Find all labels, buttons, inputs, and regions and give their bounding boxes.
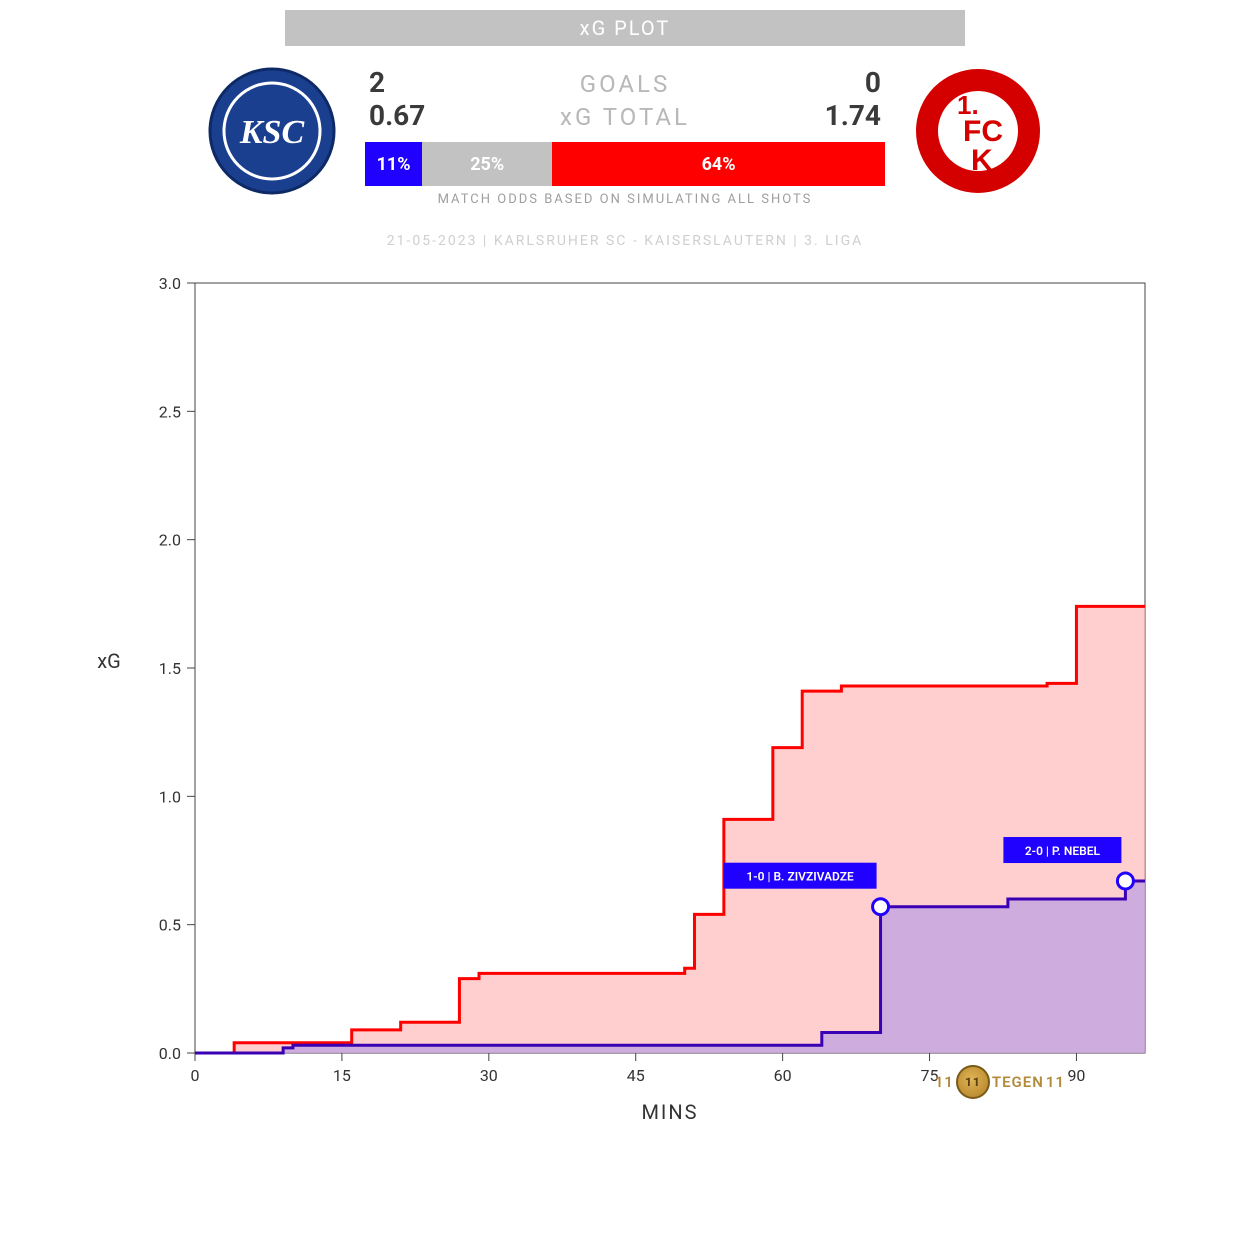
away-badge: 1. FC K — [913, 66, 1043, 196]
svg-text:1-0 | B. ZIVZIVADZE: 1-0 | B. ZIVZIVADZE — [746, 870, 854, 884]
odds-segment: 25% — [422, 142, 552, 186]
svg-text:60: 60 — [774, 1066, 792, 1085]
svg-text:xG: xG — [97, 649, 121, 673]
svg-text:2.0: 2.0 — [159, 531, 181, 550]
home-xg-total: 0.67 — [369, 99, 449, 132]
xg-total-label: xG TOTAL — [560, 103, 690, 131]
watermark-mid: TEGEN — [992, 1073, 1044, 1091]
svg-text:0.5: 0.5 — [159, 916, 181, 935]
odds-segment: 11% — [365, 142, 422, 186]
home-goals: 2 — [369, 66, 449, 99]
title-bar: xG PLOT — [285, 10, 965, 46]
odds-bar: 11%25%64% — [365, 142, 885, 186]
goals-label: GOALS — [580, 70, 670, 98]
xg-plot-page: xG PLOT KSC 2 GOALS 0 0.67 xG TOTAL 1.74… — [0, 0, 1250, 1250]
svg-text:0.0: 0.0 — [159, 1044, 181, 1063]
svg-text:K: K — [971, 144, 993, 177]
svg-text:2-0 | P. NEBEL: 2-0 | P. NEBEL — [1025, 844, 1101, 858]
home-badge: KSC — [207, 66, 337, 196]
svg-text:KSC: KSC — [239, 114, 305, 151]
away-goals: 0 — [801, 66, 881, 99]
xg-total-row: 0.67 xG TOTAL 1.74 — [365, 99, 885, 132]
xg-chart: 0.00.51.01.52.02.53.00153045607590MINSxG… — [75, 263, 1175, 1133]
chart-svg: 0.00.51.01.52.02.53.00153045607590MINSxG… — [75, 263, 1175, 1133]
svg-text:1.5: 1.5 — [159, 659, 181, 678]
title-text: xG PLOT — [580, 16, 671, 40]
watermark-coin-icon: 11 — [956, 1065, 990, 1099]
svg-text:0: 0 — [191, 1066, 200, 1085]
header-row: KSC 2 GOALS 0 0.67 xG TOTAL 1.74 11%25%6… — [40, 66, 1210, 207]
svg-text:2.5: 2.5 — [159, 402, 181, 421]
svg-text:30: 30 — [480, 1066, 498, 1085]
watermark-right: 11 — [1046, 1073, 1065, 1091]
svg-text:90: 90 — [1067, 1066, 1085, 1085]
svg-text:15: 15 — [333, 1066, 351, 1085]
away-xg-total: 1.74 — [801, 99, 881, 132]
svg-text:1.0: 1.0 — [159, 787, 181, 806]
match-meta: 21-05-2023 | KARLSRUHER SC - KAISERSLAUT… — [40, 233, 1210, 249]
goals-row: 2 GOALS 0 — [365, 66, 885, 99]
watermark-left: 11 — [935, 1073, 954, 1091]
svg-text:3.0: 3.0 — [159, 274, 181, 293]
center-stats: 2 GOALS 0 0.67 xG TOTAL 1.74 11%25%64% M… — [365, 66, 885, 207]
svg-text:MINS: MINS — [641, 1100, 698, 1124]
watermark: 11 11 TEGEN 11 — [935, 1065, 1065, 1099]
svg-text:45: 45 — [627, 1066, 645, 1085]
odds-segment: 64% — [552, 142, 885, 186]
odds-caption: MATCH ODDS BASED ON SIMULATING ALL SHOTS — [365, 192, 885, 207]
